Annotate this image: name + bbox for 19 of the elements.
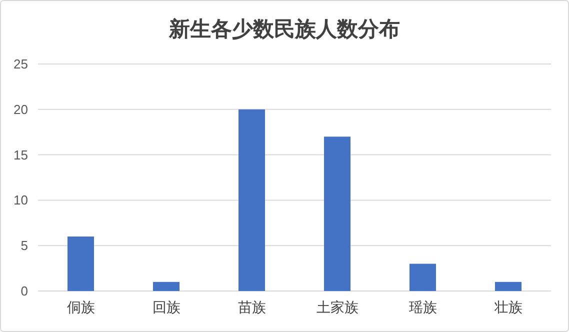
y-tick-label: 25 [14, 56, 28, 72]
x-tick-label: 苗族 [238, 299, 266, 315]
bar [324, 136, 350, 291]
bar [238, 109, 265, 291]
y-tick-label: 0 [20, 284, 28, 298]
y-tick-label: 15 [14, 147, 28, 162]
y-tick-label: 5 [20, 238, 28, 254]
y-tick-label: 10 [14, 192, 28, 208]
x-tick-label: 瑶族 [408, 299, 437, 315]
x-tick-label: 回族 [152, 299, 180, 315]
x-tick-label: 壮族 [493, 299, 522, 315]
bar [409, 264, 436, 291]
x-tick-label: 侗族 [66, 299, 95, 315]
chart-title: 新生各少数民族人数分布 [168, 17, 400, 41]
y-tick-label: 20 [14, 102, 28, 117]
bar [494, 282, 522, 291]
x-tick-label: 土家族 [316, 299, 358, 315]
bar [68, 236, 94, 291]
bar [152, 282, 180, 291]
